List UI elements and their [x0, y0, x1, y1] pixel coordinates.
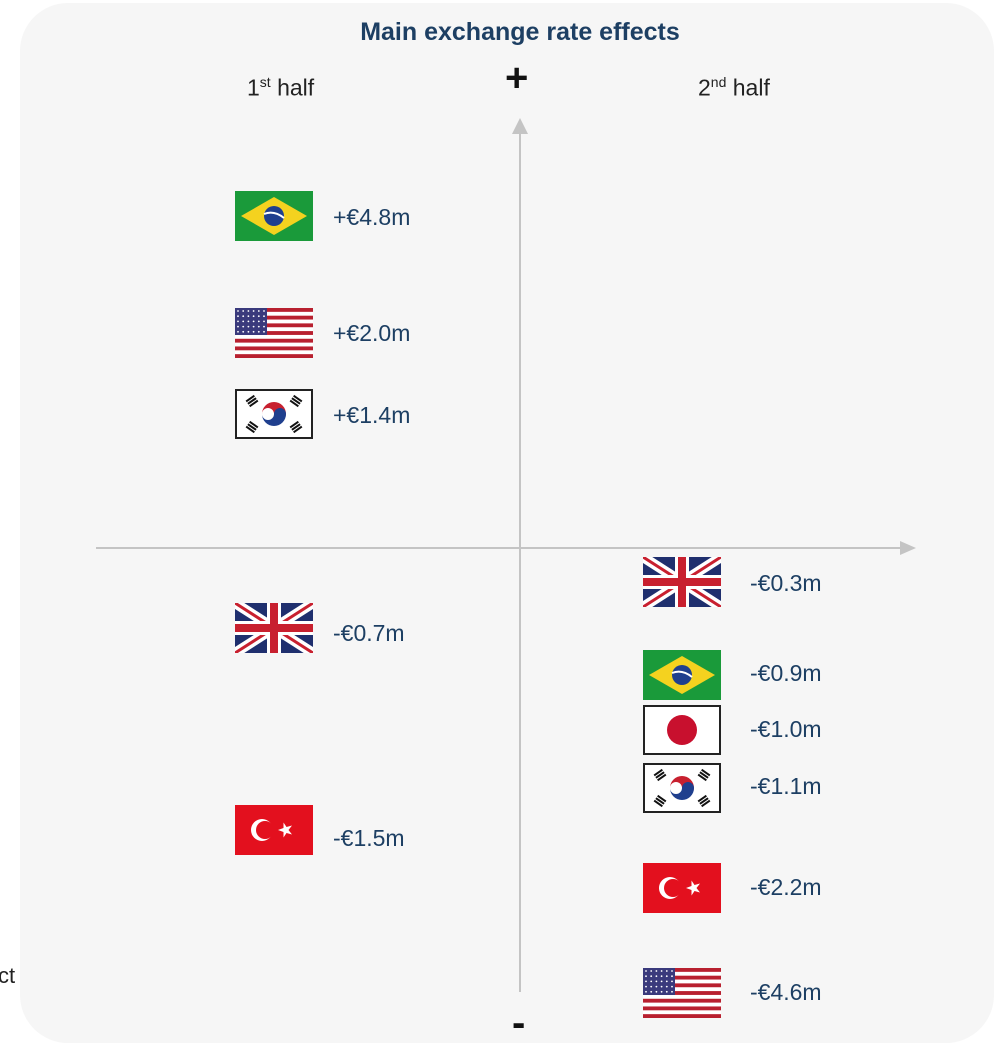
korea-flag-icon — [235, 389, 313, 439]
usa-flag-icon — [643, 968, 721, 1018]
first_half-uk-value: -€0.7m — [333, 620, 405, 646]
turkey-flag-icon — [235, 805, 313, 855]
diagram-panel — [20, 3, 994, 1043]
first_half-usa-value: +€2.0m — [333, 320, 411, 346]
first_half-turkey-value: -€1.5m — [333, 825, 405, 851]
second_half-uk-value: -€0.3m — [750, 570, 822, 596]
japan-flag-icon — [643, 705, 721, 755]
second_half-japan-value: -€1.0m — [750, 716, 822, 742]
minus-symbol: - — [512, 1001, 526, 1045]
partial-text: ct — [0, 963, 16, 988]
uk-flag-icon — [640, 552, 724, 612]
first_half-brazil-value: +€4.8m — [333, 204, 411, 230]
second_half-korea-value: -€1.1m — [750, 773, 822, 799]
turkey-flag-icon — [643, 863, 721, 913]
plus-symbol: + — [505, 56, 529, 100]
uk-flag-icon — [232, 598, 316, 658]
korea-flag-icon — [643, 763, 721, 813]
usa-flag-icon — [235, 308, 313, 358]
second-half-label: 2nd half — [698, 74, 770, 101]
brazil-flag-icon — [235, 191, 313, 241]
second_half-brazil-value: -€0.9m — [750, 660, 822, 686]
horizontal-axis-arrowhead — [900, 541, 916, 555]
chart-title: Main exchange rate effects — [360, 18, 680, 46]
second_half-usa-value: -€4.6m — [750, 979, 822, 1005]
first_half-korea-value: +€1.4m — [333, 402, 411, 428]
vertical-axis-arrowhead — [512, 118, 528, 134]
brazil-flag-icon — [643, 650, 721, 700]
first-half-label: 1st half — [247, 74, 315, 101]
second_half-turkey-value: -€2.2m — [750, 874, 822, 900]
